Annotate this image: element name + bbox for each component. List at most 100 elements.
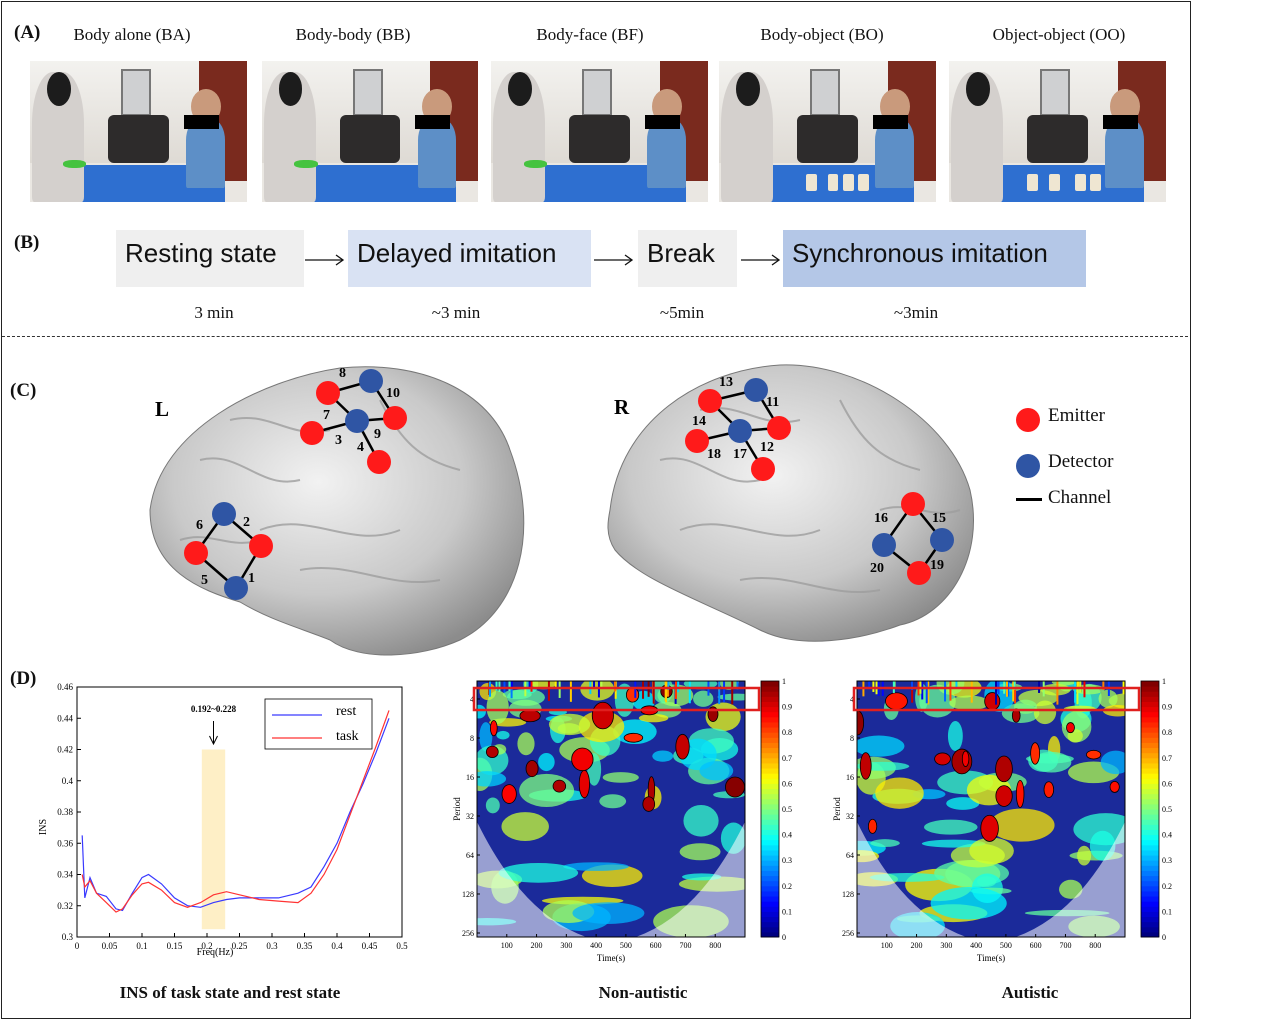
panel-c-label: (C): [10, 380, 37, 401]
wtc-ytick-label: 4: [850, 695, 854, 704]
colorbar-segment: [1141, 686, 1159, 692]
colorbar-tick-label: 0.9: [1162, 703, 1172, 712]
non-autistic-caption: Non-autistic: [598, 983, 688, 1002]
channel-14: 14: [692, 414, 706, 429]
colorbar-tick-label: 1: [1162, 677, 1166, 686]
colorbar-segment: [761, 747, 779, 754]
colorbar-segment: [1141, 855, 1159, 861]
colorbar-segment: [761, 844, 779, 851]
colorbar-segment: [761, 911, 779, 918]
colorbar-segment: [761, 890, 779, 897]
wtc-ytick-label: 32: [466, 812, 474, 821]
colorbar-tick-label: 0.5: [782, 805, 792, 814]
wtc-xlabel: Time(s): [597, 953, 625, 963]
colorbar-segment: [1141, 737, 1159, 743]
cone-of-influence: [857, 821, 1125, 937]
colorbar-segment: [761, 803, 779, 810]
channel-15: 15: [932, 511, 946, 526]
colorbar-segment: [761, 752, 779, 759]
colorbar-segment: [761, 732, 779, 738]
colorbar-segment: [1141, 865, 1159, 871]
colorbar-segment: [1141, 824, 1159, 830]
colorbar-tick-label: 0.8: [1162, 728, 1172, 737]
colorbar-tick-label: 0: [1162, 933, 1166, 942]
ins-line-chart: 0.3 0.32 0.34 0.36 0.38 0.4 0.42 0.44 0.46 0 0.05 0…: [38, 682, 408, 958]
colorbar-segment: [761, 737, 779, 743]
colorbar-tick-label: 0.6: [1162, 779, 1172, 788]
colorbar-segment: [1141, 706, 1159, 713]
colorbar-segment: [761, 865, 779, 871]
detector-dot-icon: [1016, 454, 1040, 478]
channel-10: 10: [386, 386, 400, 401]
wtc-ytick-label: 32: [846, 812, 854, 821]
colorbar-segment: [1141, 732, 1159, 738]
legend-task: task: [336, 729, 359, 744]
ins-ytick-label: 0.42: [57, 745, 73, 755]
colorbar-frame: [760, 680, 780, 938]
colorbar-segment: [1141, 839, 1159, 846]
colorbar-segment: [1141, 911, 1159, 918]
wtc-ytick-label: 256: [842, 929, 854, 938]
wtc-ytick-label: 8: [470, 734, 474, 743]
colorbar-segment: [1141, 875, 1159, 882]
channel-4: 4: [357, 440, 364, 455]
wtc-field: [477, 681, 745, 937]
channel-12: 12: [760, 440, 774, 455]
ins-xtick-label: 0: [75, 941, 80, 951]
colorbar-segment: [1141, 906, 1159, 912]
wtc-ytick-label: 16: [846, 773, 854, 782]
wtc-ytick-label: 4: [470, 695, 474, 704]
highlight-band-box: [472, 686, 761, 712]
wtc-xtick-label: 200: [531, 941, 543, 950]
ins-xtick-label: 0.35: [297, 941, 313, 951]
colorbar-segment: [761, 839, 779, 846]
legend-rest: rest: [336, 704, 356, 719]
colorbar-segment: [761, 921, 779, 928]
colorbar-tick-label: 0.8: [782, 728, 792, 737]
colorbar-segment: [761, 711, 779, 718]
ins-ylabel: INS: [38, 819, 49, 835]
wtc-xtick-label: 300: [940, 941, 952, 950]
wtc-xtick-label: 800: [1089, 941, 1101, 950]
colorbar-segment: [761, 931, 779, 938]
ins-series-rest: [81, 718, 390, 912]
colorbar-segment: [761, 880, 779, 887]
colorbar-tick-label: 0.1: [782, 907, 792, 916]
wtc-ytick-label: 16: [466, 773, 474, 782]
channel-3: 3: [335, 433, 342, 448]
colorbar-segment: [761, 809, 779, 815]
ins-caption: INS of task state and rest state: [119, 983, 341, 1002]
wtc-xtick-label: 600: [1030, 941, 1042, 950]
wtc-xtick-label: 400: [970, 941, 982, 950]
condition-photo-bf: [491, 61, 708, 202]
colorbar-segment: [1141, 757, 1159, 764]
colorbar-segment: [761, 706, 779, 713]
wtc-xtick-label: 500: [620, 941, 632, 950]
wtc-field: [857, 681, 1125, 937]
left-hemisphere: [149, 366, 525, 656]
colorbar-segment: [761, 773, 779, 779]
wtc-ylabel: Period: [452, 797, 462, 821]
wtc-ytick-label: 8: [850, 734, 854, 743]
wtc-xtick-label: 600: [650, 941, 662, 950]
colorbar-segment: [761, 906, 779, 912]
colorbar-segment: [1141, 834, 1159, 841]
colorbar-segment: [761, 860, 779, 866]
colorbar-segment: [1141, 747, 1159, 754]
colorbar-segment: [761, 778, 779, 784]
wtc-ylabel: Period: [832, 797, 842, 821]
colorbar-segment: [761, 926, 779, 933]
left-hemisphere-label: L: [155, 397, 169, 421]
ins-ytick-label: 0.36: [57, 838, 73, 848]
ins-ytick-label: 0.44: [57, 713, 73, 723]
ins-highlight-band: [201, 749, 226, 930]
colorbar-segment: [1141, 793, 1159, 800]
colorbar-tick-label: 0.2: [782, 882, 792, 891]
colorbar-segment: [761, 901, 779, 907]
highlight-band-box: [852, 686, 1141, 712]
wtc-xtick-label: 100: [881, 941, 893, 950]
colorbar-tick-label: 0.6: [782, 779, 792, 788]
colorbar-segment: [1141, 691, 1159, 697]
colorbar-segment: [1141, 742, 1159, 749]
procedure-arrows: [305, 254, 781, 266]
